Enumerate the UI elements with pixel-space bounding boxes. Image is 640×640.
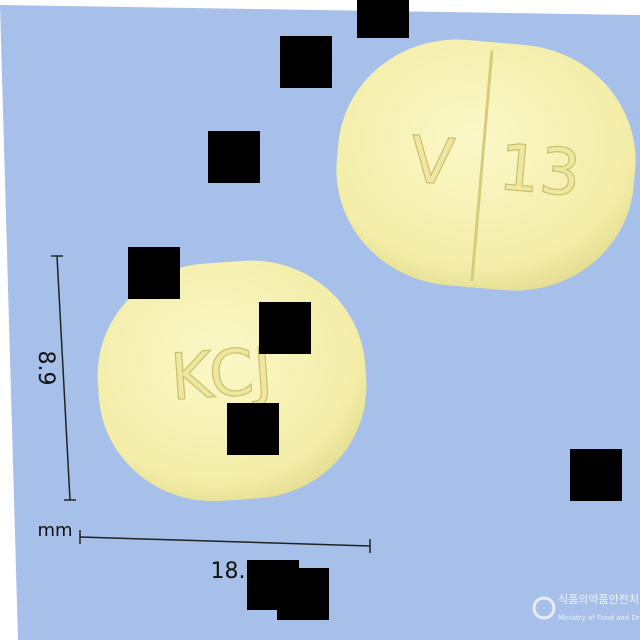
occlusions bbox=[128, 0, 622, 620]
logo-korean: 식품의약품안전처 bbox=[558, 592, 639, 606]
pill-back: V 13 bbox=[336, 39, 636, 291]
logo-english: Ministry of Food and Drug Safety bbox=[558, 614, 640, 622]
imprint: KCJ bbox=[168, 335, 275, 416]
height-label: 8.9 bbox=[33, 351, 58, 386]
pill-front: KCJ bbox=[97, 260, 367, 502]
imprint: 13 bbox=[496, 131, 584, 212]
imprint: V bbox=[407, 123, 457, 201]
dimension-lines bbox=[51, 255, 371, 553]
logo: 식품의약품안전처 Ministry of Food and Drug Safet… bbox=[532, 592, 640, 622]
unit-label: mm bbox=[37, 520, 72, 541]
